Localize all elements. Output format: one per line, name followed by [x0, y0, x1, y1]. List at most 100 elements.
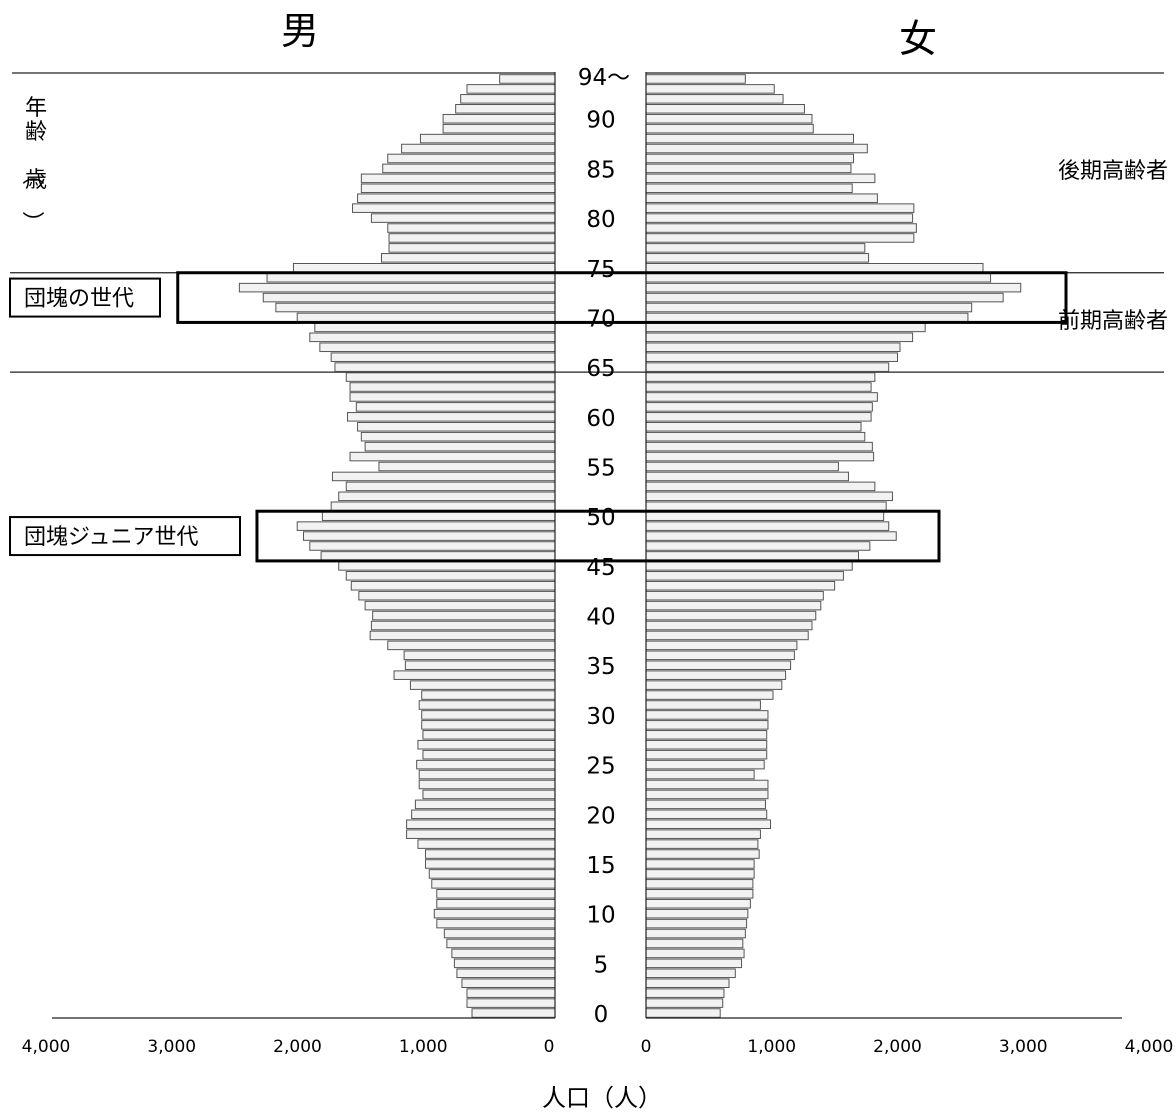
- female-bar-age-14: [645, 869, 755, 879]
- female-tick-label: 0: [641, 1037, 652, 1057]
- axes: [12, 72, 1164, 1019]
- female-bar-age-30: [645, 710, 769, 720]
- male-bar-age-85: [382, 163, 556, 174]
- male-bar-age-43: [350, 580, 556, 591]
- female-bar-age-68: [645, 332, 914, 343]
- male-bar-age-50: [321, 511, 556, 521]
- female-bar-age-55: [645, 461, 839, 472]
- male-bar-age-39: [370, 620, 556, 631]
- female-bar-age-7: [645, 938, 744, 949]
- female-bar-age-46: [645, 551, 860, 561]
- age-label: 15: [586, 853, 615, 879]
- male-bar-age-19: [406, 819, 556, 830]
- male-tick-label: 1,000: [399, 1037, 448, 1057]
- female-bar-age-27: [645, 739, 768, 750]
- female-bar-age-62: [645, 392, 878, 402]
- section-label: 後期高齢者: [1058, 159, 1168, 184]
- female-bar-age-73: [645, 282, 1022, 293]
- male-bar-age-75: [292, 262, 556, 273]
- male-bar-age-73: [238, 282, 556, 293]
- male-bar-age-70: [296, 312, 556, 323]
- highlight-box: [255, 509, 941, 563]
- male-bar-age-27: [417, 739, 556, 750]
- male-bar-age-86: [387, 153, 556, 164]
- female-bar-age-84: [645, 173, 876, 184]
- female-bar-age-69: [645, 322, 926, 333]
- female-bar-age-57: [645, 441, 873, 452]
- female-bar-age-86: [645, 153, 854, 164]
- female-bar-age-87: [645, 143, 868, 154]
- female-bar-age-80: [645, 213, 914, 223]
- x-tick-labels: 4,000 3,000 2,000 1,000 0 0 1,000 2,000 3,000 4,0…: [22, 1037, 1174, 1057]
- female-bar-age-29: [645, 720, 769, 730]
- male-bar-age-87: [401, 143, 556, 154]
- age-label: 90: [586, 108, 615, 134]
- male-bar-age-90: [442, 113, 556, 124]
- male-bar-age-91: [455, 104, 556, 114]
- female-bar-age-3: [645, 978, 730, 988]
- female-bar-age-83: [645, 183, 853, 194]
- female-bar-age-50: [645, 511, 885, 521]
- age-label: 94～: [578, 65, 630, 91]
- male-bar-age-21: [414, 799, 556, 810]
- male-bar-age-8: [443, 928, 556, 939]
- male-bar-age-11: [436, 898, 556, 909]
- male-bar-age-84: [360, 173, 556, 184]
- female-bar-age-90: [645, 113, 813, 124]
- female-bar-age-67: [645, 342, 901, 353]
- age-label: 5: [594, 952, 609, 978]
- male-bar-age-12: [436, 889, 556, 899]
- female-bar-age-1: [645, 998, 724, 1008]
- male-bar-age-68: [309, 332, 556, 343]
- male-bar-age-52: [338, 491, 556, 502]
- female-bar-age-11: [645, 898, 751, 909]
- male-tick-label: 4,000: [22, 1037, 71, 1057]
- male-bar-age-47: [309, 541, 556, 551]
- male-bar-age-76: [380, 253, 556, 263]
- male-bar-age-49: [296, 521, 556, 531]
- age-label: 60: [586, 406, 615, 432]
- female-bar-age-54: [645, 471, 849, 482]
- male-bar-age-38: [369, 630, 556, 641]
- female-bar-age-36: [645, 650, 795, 661]
- male-bar-age-71: [275, 302, 556, 313]
- female-bar-age-39: [645, 620, 813, 631]
- female-bar-age-81: [645, 203, 915, 213]
- female-bar-age-34: [645, 670, 787, 680]
- male-bar-age-72: [262, 292, 556, 303]
- female-bar-age-74: [645, 272, 992, 283]
- male-bar-age-10: [433, 908, 556, 919]
- male-bar-age-59: [357, 421, 556, 432]
- male-bar-age-23: [418, 779, 556, 790]
- female-bar-age-89: [645, 123, 814, 134]
- highlight-label: 団塊の世代: [24, 287, 134, 312]
- male-bar-age-42: [358, 590, 556, 601]
- male-bar-age-37: [387, 640, 556, 651]
- male-bar-age-60: [347, 412, 556, 422]
- male-bar-age-13: [431, 879, 556, 889]
- female-bar-age-19: [645, 819, 771, 830]
- age-label: 50: [586, 505, 615, 531]
- male-tick-label: 2,000: [273, 1037, 322, 1057]
- female-bar-age-94: [645, 74, 746, 84]
- age-label: 25: [586, 754, 615, 780]
- highlight-label-box: [9, 516, 241, 557]
- male-bar-age-88: [419, 133, 556, 144]
- male-title: 男: [281, 9, 319, 53]
- male-bar-age-51: [330, 501, 556, 512]
- male-bar-age-32: [421, 690, 556, 700]
- male-bar-age-62: [349, 392, 556, 402]
- female-bar-age-25: [645, 759, 765, 770]
- male-bar-age-40: [372, 610, 556, 621]
- female-bar-age-66: [645, 352, 898, 362]
- age-labels: 0 5 10 15 20 25 30 35 40 45 50 55 60 65 70 75 80 85 90 94～: [578, 65, 630, 1028]
- male-bar-age-54: [331, 471, 556, 482]
- male-bar-age-30: [421, 710, 556, 720]
- male-bar-age-17: [417, 839, 556, 849]
- male-bar-age-55: [378, 461, 556, 472]
- female-bar-age-0: [645, 1008, 721, 1018]
- female-bar-age-71: [645, 302, 973, 313]
- female-tick-label: 2,000: [873, 1037, 922, 1057]
- female-bar-age-91: [645, 104, 805, 114]
